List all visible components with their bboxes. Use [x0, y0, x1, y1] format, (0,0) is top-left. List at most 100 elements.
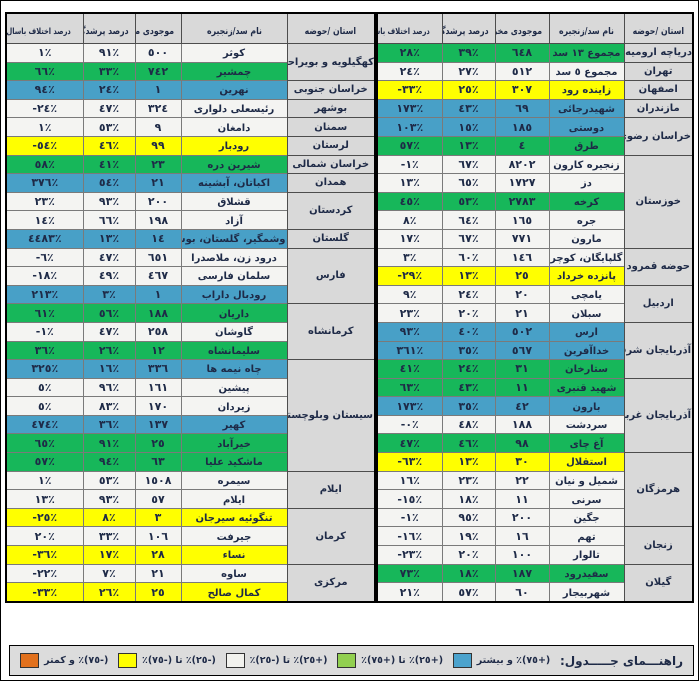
diff-percent-cell-value: -٢٢٪: [32, 566, 58, 580]
diff-percent-cell-value: ٥٨٪: [34, 157, 55, 171]
province-cell: خراسان رضوی: [623, 117, 694, 156]
table-row: آذربایجان شرقی ارس ٥٠٢ ٤٠٪ ٩٣٪: [376, 321, 694, 379]
table-row: جگین ٢٠٠ ٩٥٪ -١٪: [376, 507, 693, 528]
storage-cell-value: ٤٦٧: [147, 269, 169, 283]
fill-percent-cell-value: ٢٣٪: [458, 473, 479, 487]
province-cell: گلستان: [286, 228, 376, 249]
diff-percent-cell-value: -١٥٪: [397, 492, 423, 506]
dam-name-cell-value: مارون: [571, 234, 602, 246]
fill-percent-cell: ٢٠٪: [441, 545, 496, 565]
table-row: سلمان فارسی ٤٦٧ ٤٩٪ -١٨٪: [5, 266, 375, 286]
storage-cell-value: ١٨٨: [511, 418, 533, 432]
fill-percent-cell: ١٥٪: [441, 117, 496, 137]
dam-name-cell: رودبال داراب: [180, 284, 288, 305]
table-row: چمشیر ٧٤٢ ٣٣٪ ٦٦٪: [5, 61, 375, 82]
dam-name-cell-value: رودبار: [218, 141, 250, 153]
diff-percent-cell: ٢١٪: [376, 582, 443, 603]
table-header: استان /حوضه نام سد/زنجیره موجودی مخزن درصد …: [5, 12, 376, 44]
table-row: لرستان رودبار ٩٩ ٤٦٪ -٥٤٪: [5, 135, 376, 156]
storage-cell: ٢١: [494, 303, 550, 323]
dam-name-cell-value: وشمگیر، گلستان، بوستان: [182, 234, 286, 246]
dam-name-cell-value: ماشکید علیا: [205, 457, 263, 469]
dam-name-cell-value: ایلام: [222, 494, 246, 506]
storage-cell: ٤: [494, 135, 550, 156]
diff-percent-cell: ٥٪: [5, 396, 84, 416]
dam-name-cell: مارون: [548, 228, 625, 249]
table-row: بوشهر رئیسعلی دلواری ٣٢٤ ٤٧٪ -٢٤٪: [5, 98, 376, 119]
table-row: جره ١٦٥ ٦٤٪ ٨٪: [376, 210, 693, 230]
fill-percent-cell-value: ٢٠٪: [458, 306, 479, 320]
dam-name-cell: سلمان فارسی: [180, 266, 288, 286]
storage-cell: ١١: [494, 489, 550, 509]
diff-percent-cell-value: ٦٣٪: [399, 380, 420, 394]
table-row: خداآفرین ٥٦٧ ٣٥٪ ٣٦١٪: [376, 340, 693, 361]
diff-percent-cell: -٢٣٪: [376, 545, 443, 565]
storage-cell-value: ٢٠: [515, 288, 529, 302]
diff-percent-cell-value: ٥٪: [38, 399, 52, 413]
diff-percent-cell-value: ٤١٪: [399, 362, 420, 376]
dam-name-cell-value: گاوشان: [215, 327, 253, 339]
storage-cell: ٦٠: [494, 582, 550, 603]
diff-percent-cell: ٧٣٪: [376, 563, 443, 584]
diff-percent-cell: ١٪: [5, 43, 84, 63]
table-row: کمال صالح ٢٥ ٢٦٪ -٣٣٪: [5, 582, 375, 603]
diff-percent-cell-value: ٢٣٪: [399, 306, 420, 320]
diff-percent-cell-value: -٣٣٪: [32, 585, 58, 599]
diff-percent-cell: -٦٣٪: [376, 452, 443, 472]
dam-name-cell-value: تالوار: [573, 550, 600, 562]
storage-cell-value: ٥٠٢: [511, 325, 533, 339]
dam-name-cell-value: کوثر: [222, 48, 246, 60]
province-cell: اردبیل: [623, 284, 694, 323]
fill-percent-cell: ٤٧٪: [82, 321, 136, 342]
storage-cell: ٢١: [134, 563, 182, 584]
storage-cell: ٩: [134, 117, 182, 137]
storage-cell: ١٨٥: [494, 117, 550, 137]
fill-percent-cell: ٤٣٪: [441, 377, 496, 398]
fill-percent-cell: ٥٣٪: [441, 191, 496, 212]
dam-name-cell: استقلال: [548, 452, 625, 472]
diff-percent-cell: ٢٨٪: [376, 43, 443, 63]
fill-percent-cell-value: ٢٥٪: [458, 83, 479, 97]
dam-name-cell: تالوار: [548, 545, 625, 565]
dam-name-cell: سرنی: [548, 489, 625, 509]
table-row: سمنان دامغان ٩ ٥٣٪ ١٪: [5, 117, 376, 137]
dam-name-cell-value: کرخه: [573, 197, 600, 209]
dam-name-cell-value: کمال صالح: [207, 587, 261, 599]
dam-name-cell-value: دوستی: [568, 122, 605, 134]
storage-cell-value: ١: [154, 83, 162, 97]
legend-item-blue: (+٧٥)٪ و بیشتر: [452, 653, 550, 668]
fill-percent-cell-value: ٩٤٪: [98, 455, 120, 469]
fill-percent-cell-value: ١٣٪: [98, 232, 120, 246]
diff-percent-cell: -٥٤٪: [5, 135, 84, 156]
storage-cell-value: ٣٠: [515, 455, 529, 469]
table-row: شهربیجار ٦٠ ٥٧٪ ٢١٪: [376, 582, 693, 603]
dam-name-cell: سردشت: [548, 414, 625, 435]
fill-percent-cell: ٤٩٪: [82, 266, 136, 286]
storage-cell: ١٨٨: [134, 303, 182, 323]
storage-cell: ٩٨: [494, 433, 550, 454]
diff-percent-cell: -١٪: [5, 321, 84, 342]
province-cell: بوشهر: [286, 98, 376, 119]
dam-name-cell: دامغان: [180, 117, 288, 137]
diff-percent-cell: ٣٦٪: [5, 340, 84, 361]
fill-percent-cell-value: ٤٣٪: [458, 380, 479, 394]
diff-percent-cell-value: ٩٣٪: [399, 325, 420, 339]
diff-percent-cell-value: ٣٦٪: [34, 343, 55, 357]
storage-cell: ٨٢٠٢: [494, 154, 550, 175]
dam-name-cell-value: زیردان: [217, 401, 251, 413]
fill-percent-cell: ٨٪: [82, 507, 136, 528]
fill-percent-cell-value: ٢٠٪: [458, 548, 479, 562]
fill-percent-cell-value: ٢٤٪: [98, 83, 120, 97]
dam-name-cell-value: نهرین: [219, 85, 249, 97]
legend-label-white: (+٢٥)٪ تا (-٢٥)٪: [249, 655, 328, 666]
dam-name-cell-value: جیرفت: [216, 531, 252, 543]
yellow-swatch-icon: [118, 653, 138, 668]
fill-percent-cell: ١٩٪: [441, 526, 496, 547]
storage-cell-value: ١٦: [515, 529, 529, 543]
province-cell: هرمزگان: [623, 452, 694, 528]
dam-name-cell: چمشیر: [180, 61, 288, 82]
fill-percent-cell: ٤٧٪: [82, 247, 136, 268]
diff-percent-cell: -١٪: [376, 507, 443, 528]
